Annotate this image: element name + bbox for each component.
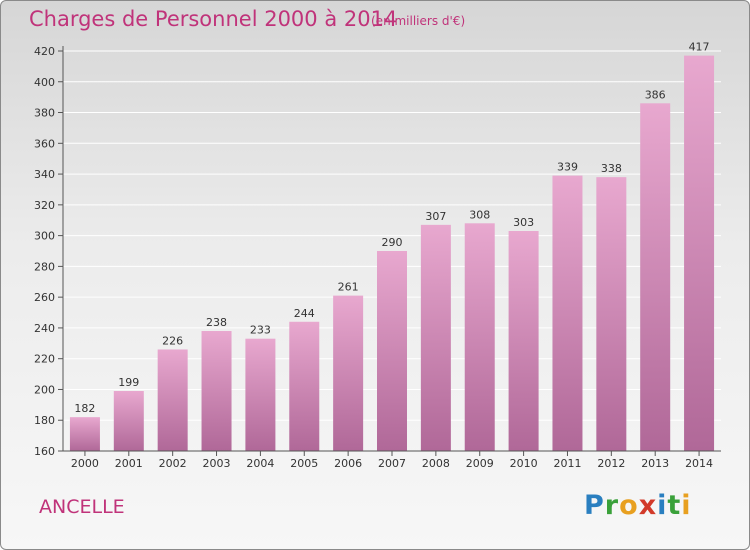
bars <box>69 55 715 452</box>
bar <box>596 177 627 451</box>
y-tick-label: 260 <box>34 291 55 304</box>
y-tick-label: 320 <box>34 199 55 212</box>
bar <box>289 321 320 451</box>
x-tick-label: 2005 <box>290 457 318 470</box>
x-tick-label: 2006 <box>334 457 362 470</box>
chart-title: Charges de Personnel 2000 à 2014 <box>29 7 398 31</box>
value-label: 233 <box>250 324 271 337</box>
bar <box>157 349 188 451</box>
proxiti-logo[interactable]: Proxiti <box>584 490 692 521</box>
logo-letter: o <box>619 490 639 521</box>
logo-letter: t <box>667 490 682 521</box>
y-tick-label: 340 <box>34 168 55 181</box>
value-label: 182 <box>74 402 95 415</box>
logo-letter: i <box>681 490 692 521</box>
y-tick-label: 240 <box>34 322 55 335</box>
value-label: 244 <box>294 307 315 320</box>
logo-letter: P <box>584 490 605 521</box>
bar <box>377 251 407 451</box>
y-tick-label: 380 <box>34 107 55 120</box>
y-tick-label: 360 <box>34 137 55 150</box>
logo-letter: x <box>638 490 658 521</box>
labels: 160 180 200 220 240 260 280 300 320 340 360 380 400 4… <box>34 41 713 470</box>
value-label: 339 <box>557 161 578 174</box>
value-label: 199 <box>118 376 139 389</box>
x-tick-label: 2001 <box>115 457 143 470</box>
logo-letter: i <box>657 490 668 521</box>
x-tick-label: 2008 <box>422 457 450 470</box>
bar <box>113 391 144 451</box>
x-tick-label: 2000 <box>71 457 99 470</box>
bar <box>245 338 276 451</box>
x-tick-label: 2009 <box>466 457 494 470</box>
x-tick-label: 2011 <box>553 457 581 470</box>
y-tick-label: 220 <box>34 353 55 366</box>
value-label: 226 <box>162 334 183 347</box>
y-tick-label: 280 <box>34 260 55 273</box>
logo-letter: r <box>604 490 620 521</box>
y-tick-label: 400 <box>34 76 55 89</box>
bar <box>508 231 539 451</box>
value-label: 261 <box>338 281 359 294</box>
x-tick-label: 2004 <box>246 457 274 470</box>
value-label: 308 <box>469 208 490 221</box>
y-tick-label: 200 <box>34 383 55 396</box>
x-tick-label: 2013 <box>641 457 669 470</box>
value-label: 238 <box>206 316 227 329</box>
bar <box>333 295 364 451</box>
x-tick-label: 2012 <box>597 457 625 470</box>
y-tick-label: 180 <box>34 414 55 427</box>
commune-name: ANCELLE <box>39 496 125 518</box>
x-tick-label: 2014 <box>685 457 713 470</box>
bar <box>684 55 715 451</box>
value-label: 290 <box>382 236 403 249</box>
bar <box>69 417 100 451</box>
x-tick-label: 2010 <box>510 457 538 470</box>
value-label: 338 <box>601 162 622 175</box>
bar <box>420 224 451 451</box>
value-label: 307 <box>425 210 446 223</box>
y-tick-label: 300 <box>34 230 55 243</box>
axes <box>58 46 721 456</box>
y-tick-label: 420 <box>34 45 55 58</box>
bar <box>201 331 232 451</box>
value-label: 417 <box>689 41 710 54</box>
bar <box>552 175 583 451</box>
y-tick-label: 160 <box>34 445 55 458</box>
bar <box>640 103 671 452</box>
value-label: 303 <box>513 216 534 229</box>
x-tick-label: 2003 <box>203 457 231 470</box>
x-tick-label: 2002 <box>159 457 187 470</box>
bar <box>464 223 495 451</box>
x-tick-label: 2007 <box>378 457 406 470</box>
chart-subtitle: (en milliers d'€) <box>371 14 466 28</box>
value-label: 386 <box>645 88 666 101</box>
